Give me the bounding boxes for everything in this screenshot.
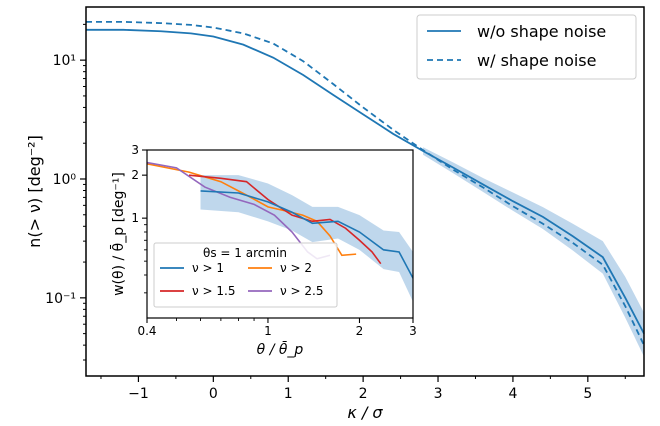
inset-y-ticks: 1 2 3 <box>131 143 147 294</box>
main-legend-box <box>416 14 637 80</box>
inset-y-tick-label: 3 <box>131 143 139 157</box>
inset-series-line <box>188 174 382 265</box>
inset-legend-label: ν > 2.5 <box>280 284 323 298</box>
inset-x-tick-label: 0.4 <box>137 324 156 338</box>
main-error-band <box>423 147 644 357</box>
series-line-with-noise <box>86 20 645 346</box>
inset-x-tick-label: 3 <box>409 324 417 338</box>
inset-axes-frame <box>146 149 414 319</box>
main-x-tick-label: −1 <box>128 386 149 402</box>
inset-legend-label: ν > 1.5 <box>192 284 235 298</box>
inset-legend-box <box>153 242 338 308</box>
legend-label-without-noise: w/o shape noise <box>477 22 606 41</box>
inset-legend-label: ν > 2 <box>280 261 312 275</box>
inset-plot: 0.4 1 2 3 123 θ / θ̄_p w(θ) / θ̄_p [deg⁻¹] … <box>109 143 416 358</box>
main-plot: −1 0 1 2 3 4 5 10⁻¹ 10⁰ 10¹ κ / σ n(> ν) [deg⁻²] <box>25 6 645 422</box>
inset-x-ticks: 0.4 1 2 3 <box>137 318 417 338</box>
inset-x-tick-label: 1 <box>264 324 272 338</box>
main-x-ticks: −1 0 1 2 3 4 5 <box>100 376 626 402</box>
inset-x-tick-label: 2 <box>356 324 364 338</box>
inset-series-line <box>200 190 413 279</box>
main-x-axis-label: κ / σ <box>347 403 383 422</box>
inset-legend-label: ν > 1 <box>192 261 224 275</box>
inset-error-band <box>200 175 413 302</box>
main-y-ticks: 10⁻¹ 10⁰ 10¹ <box>45 23 86 361</box>
main-y-tick-label: 10⁻¹ <box>45 291 76 307</box>
legend-label-with-noise: w/ shape noise <box>477 51 596 70</box>
main-x-tick-label: 1 <box>284 386 293 402</box>
inset-y-axis-label: w(θ) / θ̄_p [deg⁻¹] <box>109 172 127 296</box>
main-legend: w/o shape noise w/ shape noise <box>416 14 637 80</box>
main-x-tick-label: 0 <box>209 386 218 402</box>
inset-band-area <box>200 175 413 302</box>
main-axes-frame <box>85 6 645 377</box>
inset-y-tick-label: 2 <box>131 168 139 182</box>
main-x-tick-label: 3 <box>434 386 443 402</box>
main-band-area <box>423 147 644 357</box>
main-y-tick-label: 10⁰ <box>53 172 77 188</box>
main-y-axis-label: n(> ν) [deg⁻²] <box>25 135 44 248</box>
inset-x-axis-label: θ / θ̄_p <box>257 340 304 358</box>
main-x-tick-label: 4 <box>508 386 517 402</box>
main-series-lines <box>86 20 645 346</box>
main-y-tick-label: 10¹ <box>53 53 76 69</box>
inset-y-tick-label: 1 <box>131 211 139 225</box>
main-x-tick-label: 5 <box>583 386 592 402</box>
inset-legend-title: θs = 1 arcmin <box>203 246 287 260</box>
main-x-tick-label: 2 <box>359 386 368 402</box>
series-line-without-noise <box>86 28 645 335</box>
